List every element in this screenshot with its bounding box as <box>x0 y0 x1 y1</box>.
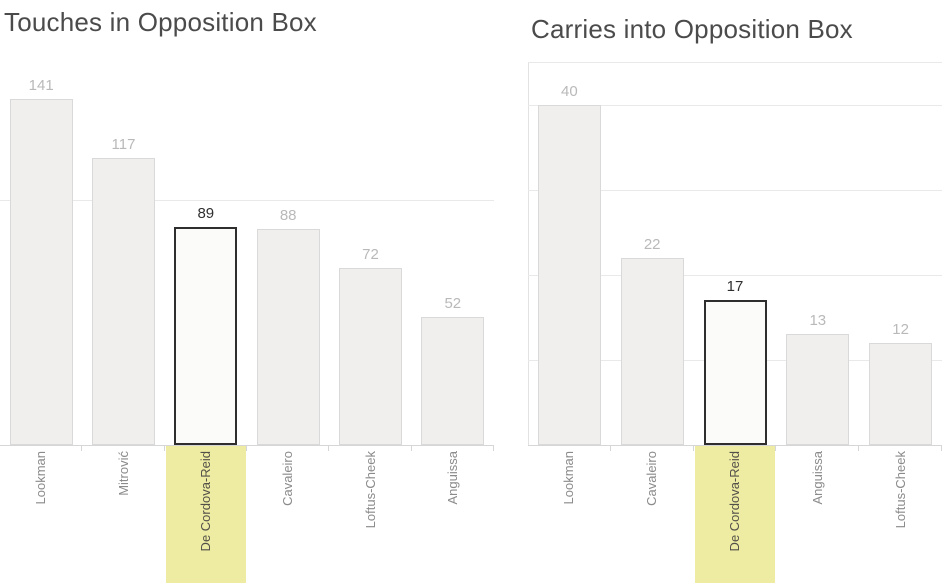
axis-tick <box>858 446 859 451</box>
bar-cavaleiro[interactable] <box>620 257 684 445</box>
gridline-30 <box>528 189 942 191</box>
highlight-cell <box>165 446 246 583</box>
category-label-lookman: Lookman <box>561 451 577 505</box>
value-label-anguissa: 13 <box>809 312 827 330</box>
plot-top-border <box>528 62 942 63</box>
category-label-loftus-cheek: Loftus-Cheek <box>362 451 378 529</box>
bar-cavaleiro[interactable] <box>256 229 320 445</box>
value-label-cavaleiro: 22 <box>643 235 661 253</box>
x-axis-line <box>528 445 942 446</box>
axis-tick <box>246 446 247 451</box>
value-label-loftus-cheek: 72 <box>362 246 379 264</box>
gridline-40 <box>528 104 942 106</box>
bar-mitrovi[interactable] <box>92 158 155 445</box>
bar-lookman[interactable] <box>9 99 73 445</box>
chart-title-carries: Carries into Opposition Box <box>531 14 853 44</box>
value-label-lookman: 40 <box>561 82 578 100</box>
category-label-anguissa: Anguissa <box>444 451 460 505</box>
category-label-cavaleiro: Cavaleiro <box>644 451 660 506</box>
bar-de-cordova-reid[interactable] <box>703 300 767 445</box>
axis-tick <box>328 446 329 451</box>
touches-plot-area: 141 Lookman 117 Mitrović 89 De Cordova-Reid 88… <box>0 77 494 583</box>
value-label-lookman: 141 <box>28 77 54 95</box>
value-label-mitrovi: 117 <box>111 136 136 154</box>
axis-tick <box>411 446 412 451</box>
value-label-de-cordova-reid: 89 <box>197 204 215 222</box>
carries-chart: Carries into Opposition Box 40 Lookman 22 C… <box>528 0 942 586</box>
value-label-anguissa: 52 <box>444 295 462 313</box>
value-label-de-cordova-reid: 17 <box>726 278 744 296</box>
category-label-de-cordova-reid: De Cordova-Reid <box>197 451 213 552</box>
bar-de-cordova-reid[interactable] <box>174 226 238 445</box>
axis-tick <box>81 446 82 451</box>
bar-loftus-cheek[interactable] <box>339 268 402 445</box>
gridline-100 <box>0 199 494 201</box>
plot-left-border <box>528 62 529 445</box>
bar-anguissa[interactable] <box>786 334 850 445</box>
category-label-mitrovi: Mitrović <box>115 451 131 496</box>
category-label-anguissa: Anguissa <box>809 451 825 505</box>
highlight-cell <box>694 446 776 583</box>
x-axis-line <box>0 445 494 446</box>
value-label-loftus-cheek: 12 <box>892 320 909 338</box>
category-label-cavaleiro: Cavaleiro <box>280 451 296 506</box>
carries-plot-area: 40 Lookman 22 Cavaleiro 17 De Cordova-Reid 13 A… <box>528 0 942 586</box>
axis-tick <box>164 446 165 451</box>
axis-tick <box>693 446 694 451</box>
category-label-lookman: Lookman <box>33 451 49 505</box>
bar-anguissa[interactable] <box>421 317 485 445</box>
category-label-loftus-cheek: Loftus-Cheek <box>892 451 908 529</box>
chart-title-touches: Touches in Opposition Box <box>4 7 317 37</box>
axis-tick <box>610 446 611 451</box>
touches-chart: Touches in Opposition Box 141 Lookman 117 M… <box>0 7 494 583</box>
bar-lookman[interactable] <box>537 104 601 445</box>
bar-loftus-cheek[interactable] <box>869 342 933 445</box>
gridline-20 <box>528 274 942 276</box>
category-label-de-cordova-reid: De Cordova-Reid <box>727 451 742 552</box>
value-label-cavaleiro: 88 <box>279 207 297 225</box>
axis-tick <box>493 446 494 451</box>
axis-tick <box>775 446 776 451</box>
